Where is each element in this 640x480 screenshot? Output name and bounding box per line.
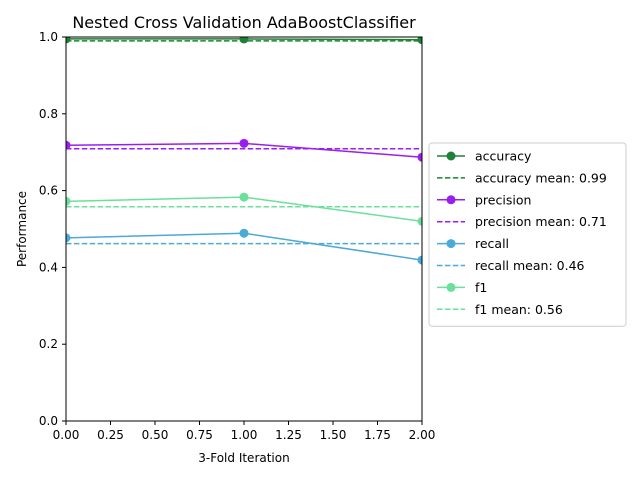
chart-title: Nested Cross Validation AdaBoostClassifi… [72, 13, 416, 32]
y-tick-label: 0.4 [39, 260, 58, 274]
legend-marker-precision [446, 195, 456, 205]
x-axis-label: 3-Fold Iteration [198, 451, 289, 465]
plot-area [65, 36, 423, 422]
data-point-f1-1 [239, 192, 249, 202]
x-tick-label: 0.00 [53, 428, 80, 442]
data-point-recall-2 [417, 255, 422, 265]
legend-label-accuracy: accuracy [475, 149, 532, 164]
data-point-f1-0 [66, 196, 71, 206]
legend: accuracy accuracy mean: 0.99 precision prec… [428, 142, 627, 327]
legend-label-f1-mean: f1 mean: 0.56 [475, 302, 563, 317]
legend-label-accuracy-mean: accuracy mean: 0.99 [475, 170, 607, 185]
data-point-accuracy-2 [417, 37, 422, 45]
x-tick-label: 1.00 [231, 428, 258, 442]
y-axis-label: Performance [15, 191, 29, 267]
legend-marker-recall [446, 239, 456, 249]
legend-label-precision: precision [475, 192, 531, 207]
x-tick-label: 1.75 [364, 428, 391, 442]
legend-box [428, 142, 627, 327]
data-point-accuracy-1 [239, 37, 249, 44]
data-point-f1-2 [417, 216, 422, 226]
data-point-recall-0 [66, 233, 71, 243]
legend-label-recall-mean: recall mean: 0.46 [475, 258, 585, 273]
y-tick-label: 0.8 [39, 107, 58, 121]
y-tick-label: 0.0 [39, 414, 58, 428]
data-point-precision-1 [239, 138, 249, 148]
legend-label-f1: f1 [475, 280, 487, 295]
data-point-precision-0 [66, 140, 71, 150]
data-point-recall-1 [239, 228, 249, 238]
x-tick-label: 0.25 [97, 428, 124, 442]
x-tick-label: 0.75 [186, 428, 213, 442]
legend-marker-f1 [446, 282, 456, 292]
legend-label-recall: recall [475, 236, 509, 251]
legend-label-precision-mean: precision mean: 0.71 [475, 214, 607, 229]
data-point-precision-2 [417, 152, 422, 162]
x-tick-label: 1.50 [320, 428, 347, 442]
y-axis: 0.0 0.2 0.4 0.6 0.8 1.0 [39, 30, 66, 428]
x-tick-label: 2.00 [409, 428, 436, 442]
legend-marker-accuracy [446, 151, 456, 161]
x-axis: 0.00 0.25 0.50 0.75 1.00 1.25 1.50 1.75 2.00 [53, 421, 436, 442]
y-tick-label: 1.0 [39, 30, 58, 44]
y-tick-label: 0.6 [39, 184, 58, 198]
x-tick-label: 1.25 [275, 428, 302, 442]
x-tick-label: 0.50 [142, 428, 169, 442]
plot-series [66, 37, 422, 265]
y-tick-label: 0.2 [39, 337, 58, 351]
data-point-accuracy-0 [66, 37, 71, 44]
